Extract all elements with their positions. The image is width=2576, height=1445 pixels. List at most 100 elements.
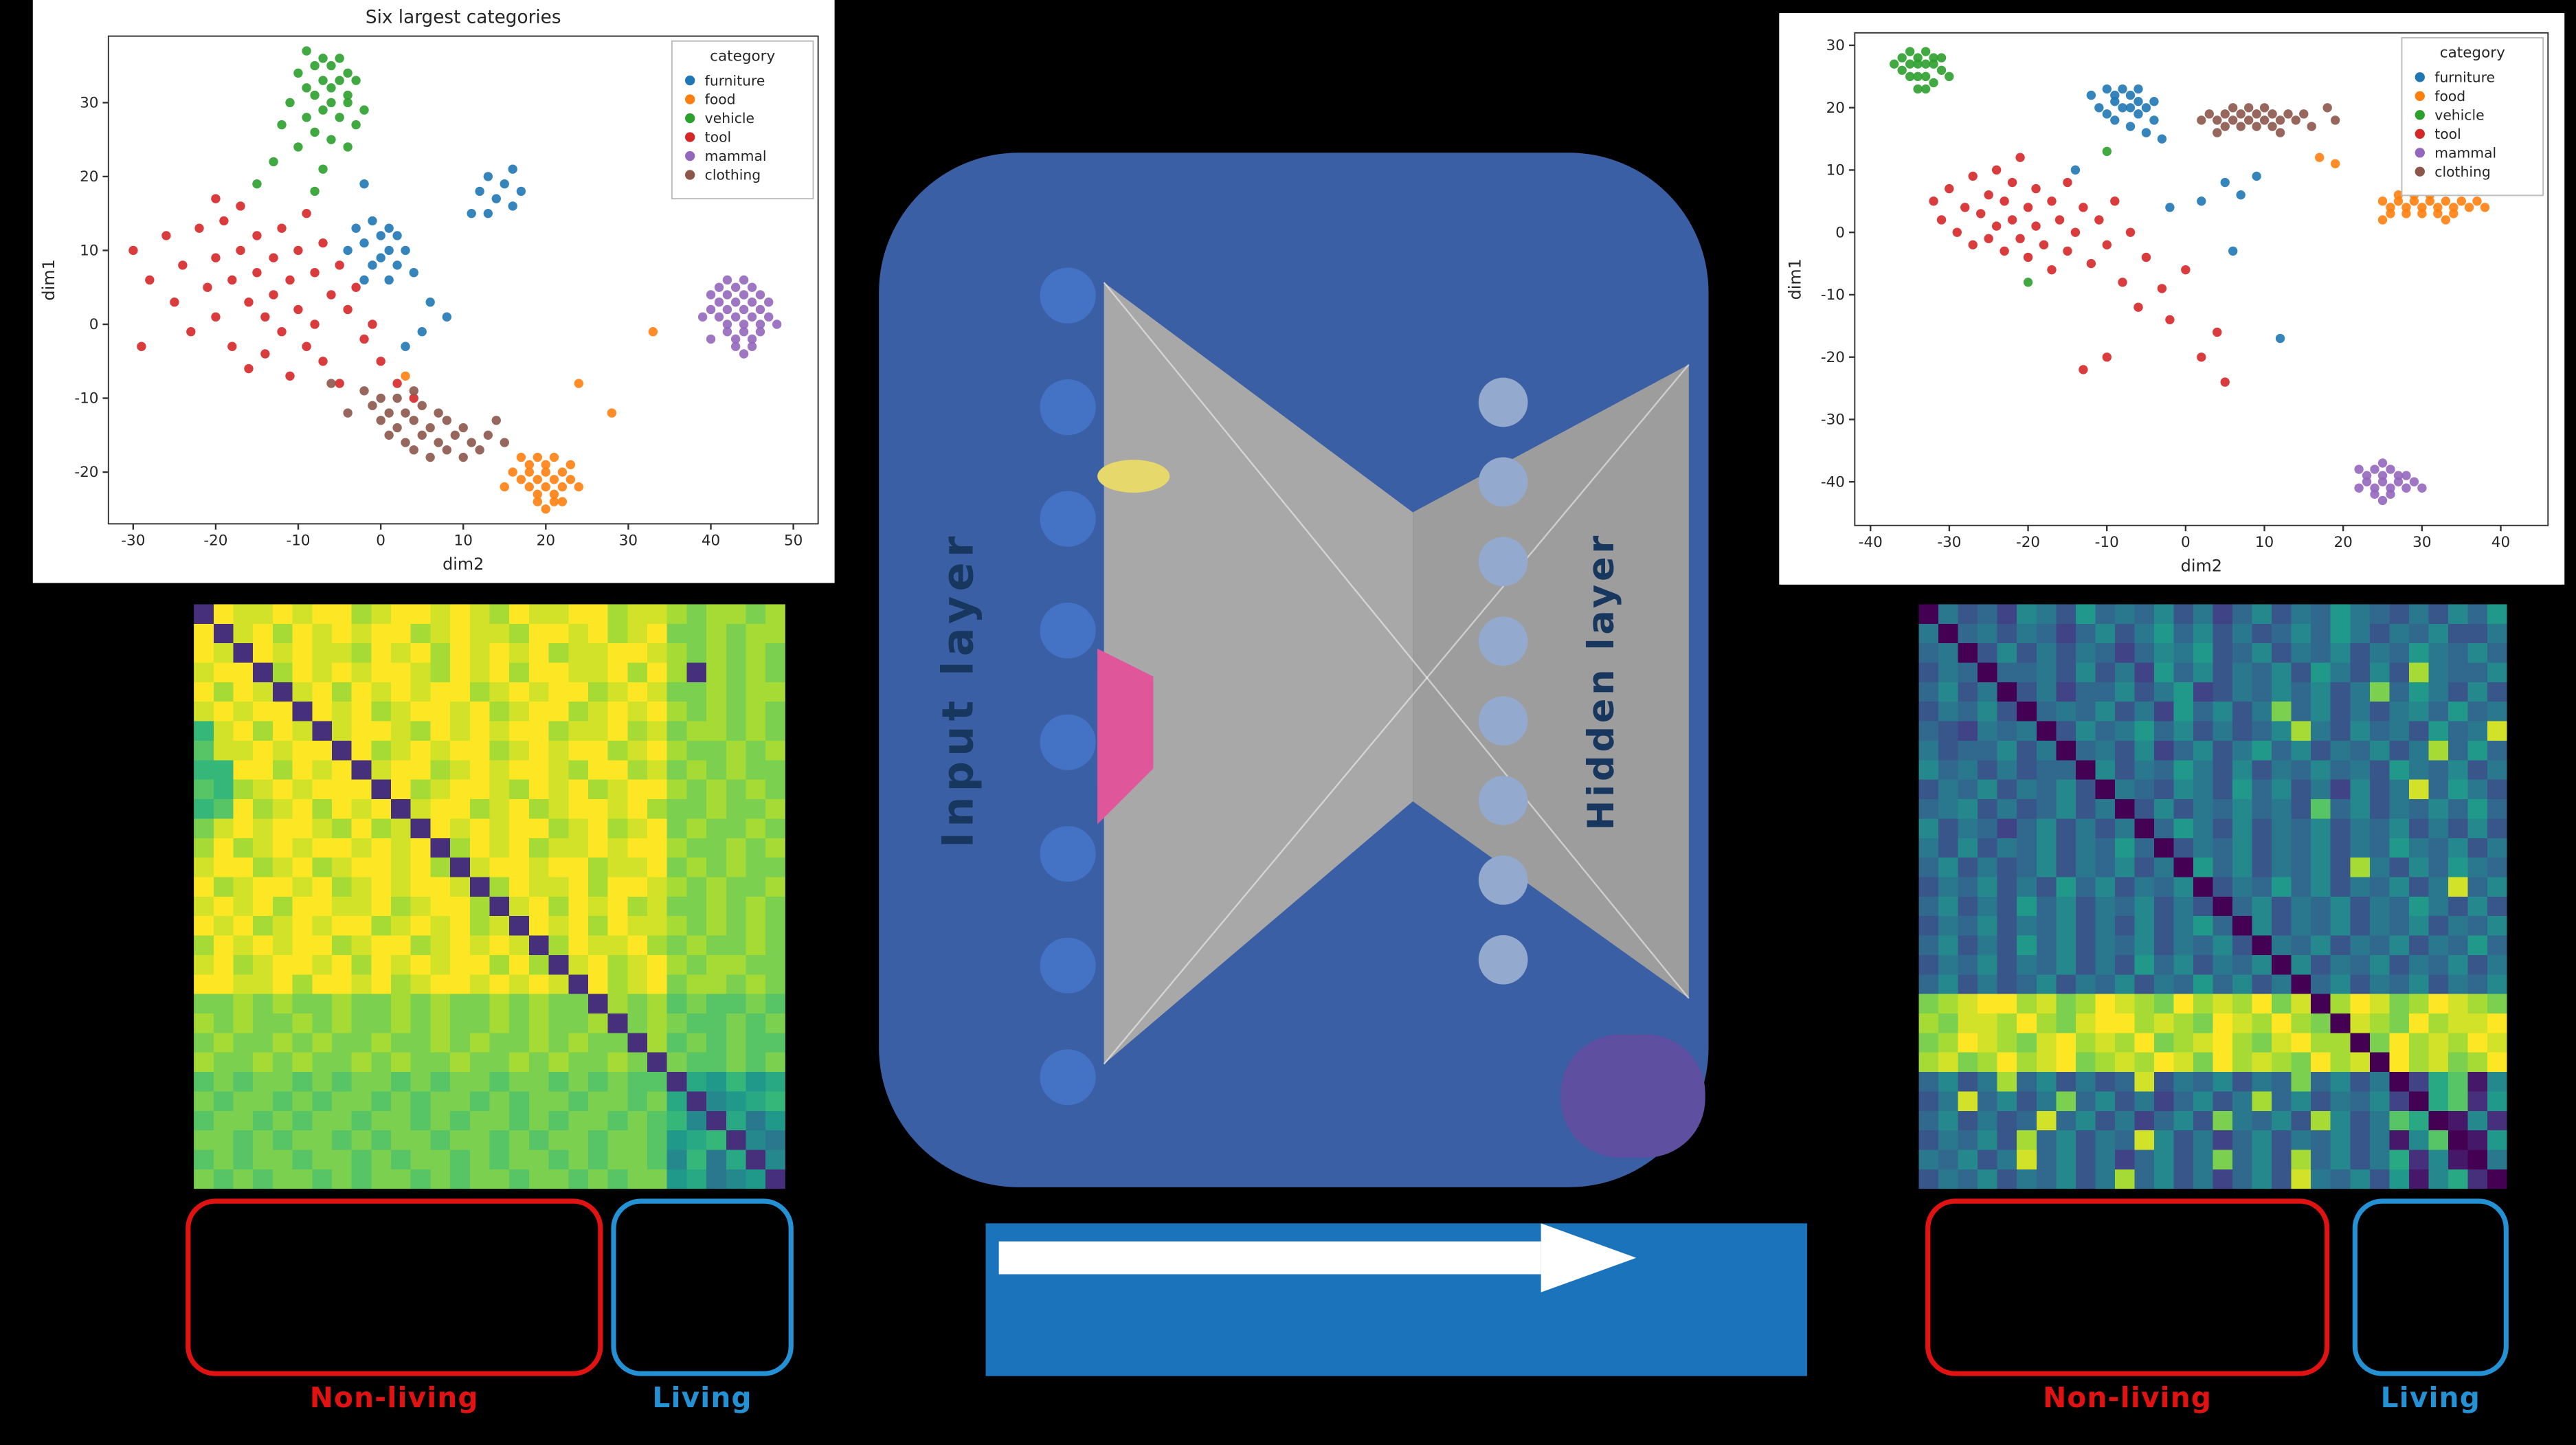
hidden-node bbox=[1478, 934, 1528, 985]
encoder-funnel bbox=[1104, 282, 1413, 1064]
input-highlight-pink bbox=[1097, 648, 1154, 825]
svg-text:40: 40 bbox=[702, 532, 720, 549]
series-tool bbox=[128, 194, 418, 403]
rdm-before-heatmap bbox=[194, 604, 785, 1189]
svg-text:-30: -30 bbox=[1821, 412, 1845, 429]
axis-ticks: -40 -30 -20 -10 0 10 20 30 40 -40 -30 -20 -10 0 10 20 30 bbox=[1821, 37, 2510, 551]
connection-line bbox=[1103, 282, 1690, 999]
input-node bbox=[1040, 1049, 1096, 1106]
decoder-accent-shape bbox=[1560, 1034, 1705, 1158]
living-label-left: Living bbox=[652, 1382, 752, 1416]
svg-text:mammal: mammal bbox=[2434, 144, 2496, 161]
series-vehicle bbox=[1890, 47, 2112, 287]
svg-text:-20: -20 bbox=[74, 464, 98, 481]
svg-text:vehicle: vehicle bbox=[705, 110, 754, 126]
svg-text:-10: -10 bbox=[2095, 534, 2119, 551]
input-node bbox=[1040, 491, 1096, 547]
svg-text:20: 20 bbox=[2334, 534, 2353, 551]
legend-title: category bbox=[710, 47, 775, 65]
svg-text:-40: -40 bbox=[1859, 534, 1883, 551]
rdm-after-heatmap bbox=[1918, 604, 2507, 1189]
svg-text:clothing: clothing bbox=[2434, 164, 2490, 180]
rdm-before-canvas bbox=[194, 604, 785, 1189]
svg-text:food: food bbox=[705, 91, 736, 108]
nonliving-label-left: Non-living bbox=[309, 1382, 479, 1416]
svg-text:0: 0 bbox=[376, 532, 385, 549]
autoencoder-diagram: Input layer Hidden layer bbox=[879, 153, 1709, 1187]
connection-line bbox=[1103, 363, 1690, 1065]
nonliving-label-right: Non-living bbox=[2043, 1382, 2213, 1416]
svg-text:10: 10 bbox=[2255, 534, 2274, 551]
series-furniture bbox=[343, 164, 526, 351]
group-bracket-living-right bbox=[2352, 1198, 2509, 1376]
tsne-before-svg: -30 -20 -10 0 10 20 30 40 50 -20 -10 0 10 20 30 dim2 dim… bbox=[32, 0, 835, 583]
group-bracket-living-left bbox=[611, 1198, 794, 1376]
hidden-node bbox=[1478, 696, 1528, 746]
arrow-head bbox=[1541, 1223, 1637, 1292]
svg-text:furniture: furniture bbox=[705, 72, 765, 89]
input-layer-label: Input layer bbox=[932, 531, 983, 848]
hidden-node bbox=[1478, 855, 1528, 905]
transform-arrow-band bbox=[985, 1223, 1807, 1376]
svg-text:10: 10 bbox=[454, 532, 473, 549]
svg-text:-40: -40 bbox=[1821, 473, 1845, 491]
svg-text:30: 30 bbox=[619, 532, 638, 549]
series-mammal bbox=[697, 275, 782, 359]
svg-text:vehicle: vehicle bbox=[2434, 107, 2484, 123]
input-nodes bbox=[1040, 267, 1096, 1106]
series-vehicle bbox=[252, 46, 369, 197]
group-bracket-nonliving-right bbox=[1925, 1198, 2330, 1376]
legend: category furniture food vehicle tool mammal cl… bbox=[2401, 37, 2544, 197]
svg-text:-30: -30 bbox=[1937, 534, 1961, 551]
svg-text:50: 50 bbox=[784, 532, 803, 549]
svg-text:30: 30 bbox=[80, 95, 98, 112]
hidden-node bbox=[1478, 616, 1528, 667]
series-mammal bbox=[2354, 458, 2427, 506]
hidden-layer-label: Hidden layer bbox=[1580, 533, 1622, 831]
axis-ticks: -30 -20 -10 0 10 20 30 40 50 -20 -10 0 10 20 30 bbox=[74, 95, 803, 550]
svg-text:20: 20 bbox=[1826, 100, 1845, 117]
hidden-nodes bbox=[1478, 377, 1528, 985]
series-tool bbox=[1929, 153, 2230, 387]
input-highlight-yellow bbox=[1097, 460, 1170, 493]
svg-text:20: 20 bbox=[537, 532, 555, 549]
input-node bbox=[1040, 603, 1096, 659]
chart-title: Six largest categories bbox=[366, 7, 561, 27]
svg-text:tool: tool bbox=[2434, 126, 2461, 142]
transform-arrow bbox=[998, 1223, 1637, 1292]
svg-text:30: 30 bbox=[2412, 534, 2431, 551]
input-node bbox=[1040, 937, 1096, 994]
y-axis-label: dim1 bbox=[39, 259, 58, 300]
x-axis-label: dim2 bbox=[2181, 557, 2222, 576]
hidden-node bbox=[1478, 457, 1528, 507]
svg-text:-30: -30 bbox=[121, 532, 145, 549]
svg-text:0: 0 bbox=[2181, 534, 2191, 551]
series-clothing bbox=[2197, 103, 2340, 137]
tsne-before-scatter: -30 -20 -10 0 10 20 30 40 50 -20 -10 0 10 20 30 dim2 dim… bbox=[32, 0, 835, 583]
input-node bbox=[1040, 826, 1096, 882]
rdm-after-canvas bbox=[1918, 604, 2507, 1189]
hidden-node bbox=[1478, 377, 1528, 427]
legend-title: category bbox=[2440, 45, 2505, 62]
svg-text:-20: -20 bbox=[203, 532, 227, 549]
svg-text:food: food bbox=[2434, 88, 2465, 104]
svg-text:10: 10 bbox=[1826, 162, 1845, 179]
series-clothing bbox=[326, 379, 509, 462]
hidden-node bbox=[1478, 537, 1528, 587]
svg-text:20: 20 bbox=[80, 168, 98, 186]
arrow-shaft bbox=[998, 1241, 1541, 1275]
y-axis-label: dim1 bbox=[1785, 258, 1804, 300]
svg-text:-10: -10 bbox=[286, 532, 310, 549]
svg-text:furniture: furniture bbox=[2434, 69, 2495, 85]
svg-text:-20: -20 bbox=[2016, 534, 2040, 551]
tsne-after-svg: -40 -30 -20 -10 0 10 20 30 40 -40 -30 -20 -10 0 10 20 30… bbox=[1779, 13, 2565, 585]
svg-text:clothing: clothing bbox=[705, 167, 761, 183]
svg-text:tool: tool bbox=[705, 129, 731, 146]
svg-text:-10: -10 bbox=[74, 390, 98, 407]
series-food bbox=[401, 327, 658, 514]
svg-text:40: 40 bbox=[2491, 534, 2510, 551]
input-node bbox=[1040, 714, 1096, 770]
svg-text:0: 0 bbox=[89, 316, 99, 333]
svg-text:-20: -20 bbox=[1821, 349, 1845, 366]
svg-text:mammal: mammal bbox=[705, 148, 767, 164]
